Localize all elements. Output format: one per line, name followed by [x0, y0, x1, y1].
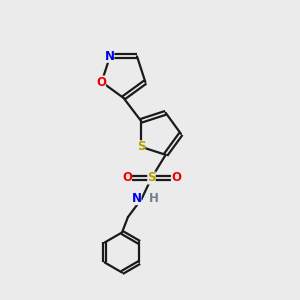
Text: O: O: [96, 76, 106, 88]
Text: H: H: [149, 192, 159, 205]
Text: S: S: [147, 172, 156, 184]
Text: N: N: [131, 192, 142, 205]
Text: N: N: [104, 50, 114, 63]
Text: O: O: [122, 172, 132, 184]
Text: S: S: [137, 140, 145, 153]
Text: O: O: [171, 172, 181, 184]
